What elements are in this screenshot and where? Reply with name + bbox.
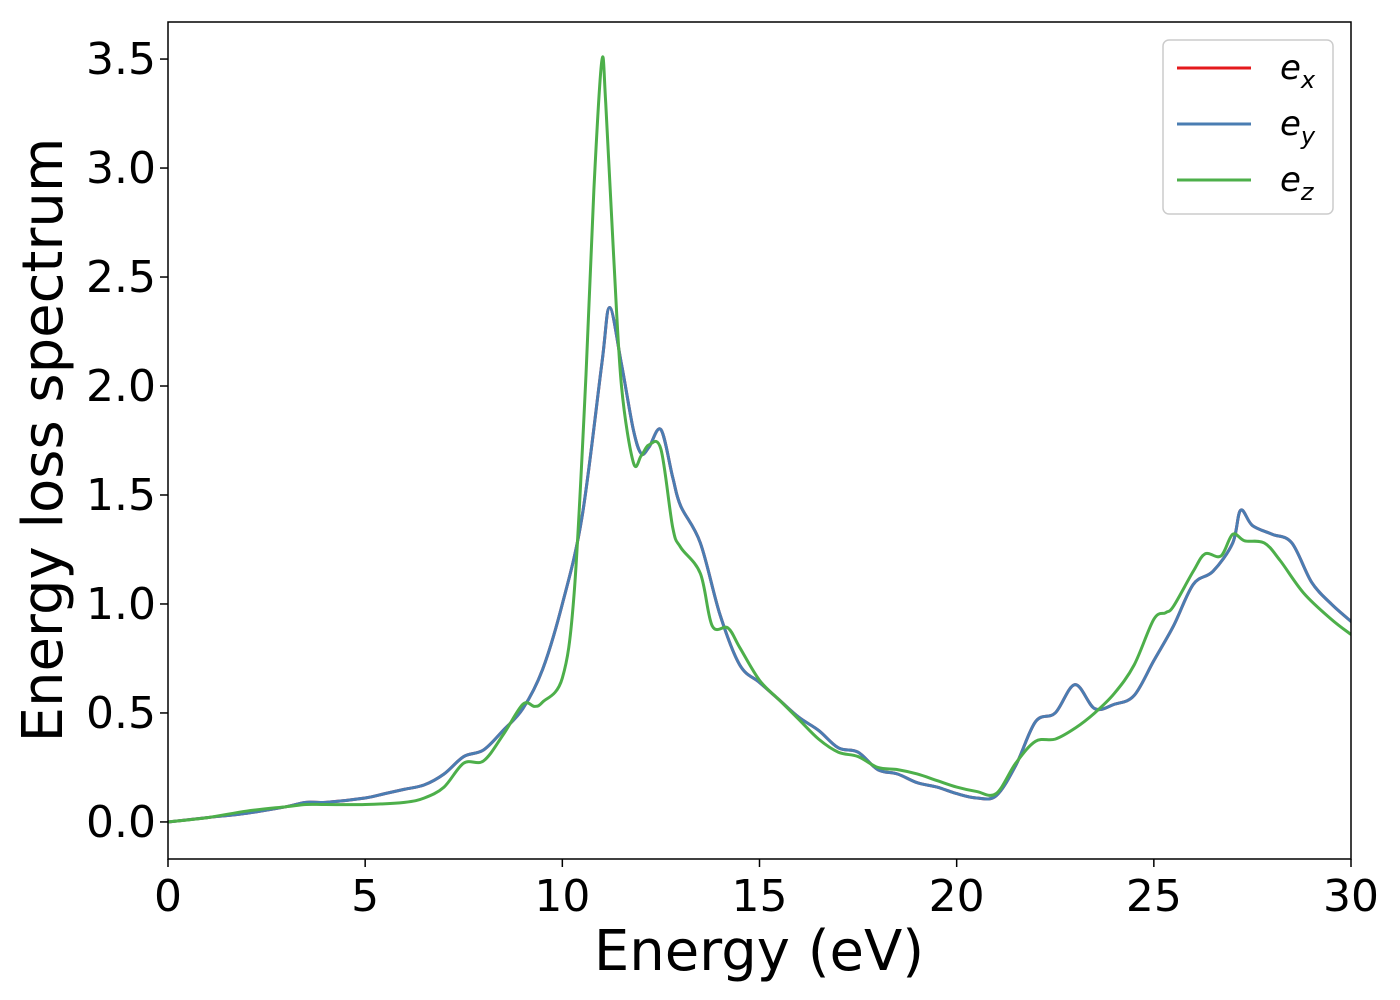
x-tick-label: 10 [534,871,590,922]
legend-box [1162,39,1334,215]
y-tick-label: 3.0 [86,143,156,194]
y-tick-label: 2.0 [86,361,156,412]
x-tick-label: 20 [929,871,985,922]
y-tick-label: 3.5 [86,34,156,85]
y-tick-label: 0.0 [86,797,156,848]
x-axis-label: Energy (eV) [594,919,924,984]
y-tick-label: 2.5 [86,252,156,303]
series-line-y [168,306,1351,824]
x-tick-label: 5 [351,871,379,922]
legend-entries: ex ey ez [1177,48,1316,206]
x-axis-ticks: 0 5 10 15 20 25 30 [154,859,1379,922]
legend-label-z: ez [1280,160,1315,206]
series-layer [168,55,1351,824]
y-tick-label: 0.5 [86,688,156,739]
y-axis-label: Energy loss spectrum [11,138,76,743]
x-tick-label: 30 [1323,871,1379,922]
y-tick-label: 1.5 [86,470,156,521]
x-tick-label: 15 [732,871,788,922]
series-line-z [168,55,1351,824]
legend-label-x: ex [1280,48,1316,94]
y-axis-ticks: 0.0 0.5 1.0 1.5 2.0 2.5 3.0 3.5 [86,34,168,848]
x-tick-label: 25 [1126,871,1182,922]
legend-label-y: ey [1280,104,1316,150]
series-line-x [168,306,1351,824]
x-tick-label: 0 [154,871,182,922]
y-tick-label: 1.0 [86,579,156,630]
legend: ex ey ez [1162,39,1334,215]
